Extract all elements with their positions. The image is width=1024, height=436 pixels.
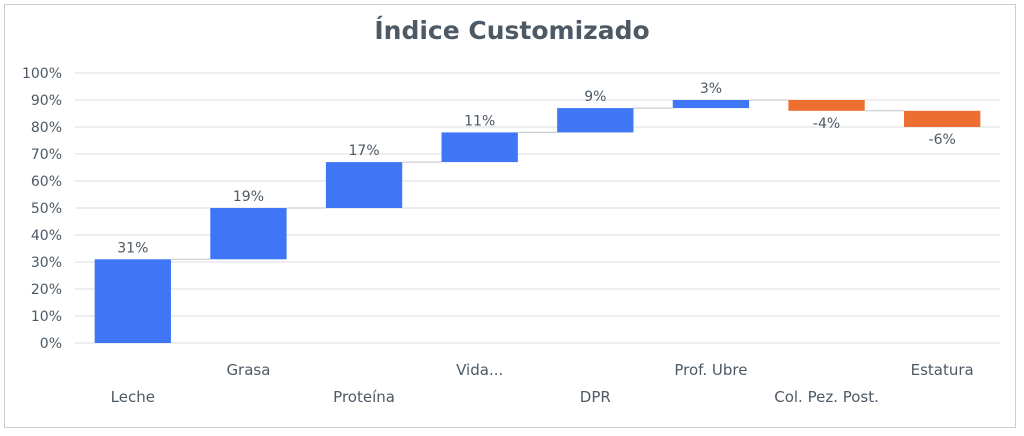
data-label: 17% [349, 143, 380, 159]
y-tick-label: 50% [31, 201, 62, 217]
data-label: -6% [929, 132, 956, 148]
chart-frame [4, 4, 1016, 428]
waterfall-bar [94, 259, 171, 343]
waterfall-bar [788, 100, 865, 111]
y-tick-label: 80% [31, 120, 62, 136]
waterfall-bar [557, 108, 634, 133]
waterfall-bar [325, 162, 403, 208]
waterfall-bar [441, 132, 518, 163]
category-label: Prof. Ubre [674, 361, 747, 379]
category-label: Leche [111, 388, 155, 406]
waterfall-bar [904, 110, 981, 127]
waterfall-bar [210, 208, 287, 260]
category-label: Vida... [456, 361, 503, 379]
y-tick-label: 100% [22, 66, 62, 82]
y-tick-label: 10% [31, 309, 62, 325]
data-label: 9% [584, 89, 606, 105]
data-label: 11% [464, 113, 495, 129]
y-tick-label: 70% [31, 147, 62, 163]
data-label: -4% [813, 116, 840, 132]
y-tick-label: 20% [31, 282, 62, 298]
category-label: Proteína [333, 388, 395, 406]
waterfall-bar [672, 100, 750, 109]
y-tick-label: 40% [31, 228, 62, 244]
data-label: 31% [117, 240, 148, 256]
category-label: DPR [580, 388, 611, 406]
data-label: 3% [700, 81, 722, 97]
y-tick-label: 60% [31, 174, 62, 190]
category-label: Col. Pez. Post. [774, 388, 879, 406]
category-label: Estatura [911, 361, 974, 379]
y-tick-label: 30% [31, 255, 62, 271]
chart-title: Índice Customizado [374, 16, 650, 45]
data-label: 19% [233, 189, 264, 205]
category-label: Grasa [226, 361, 270, 379]
y-tick-label: 90% [31, 93, 62, 109]
y-tick-label: 0% [40, 336, 62, 352]
